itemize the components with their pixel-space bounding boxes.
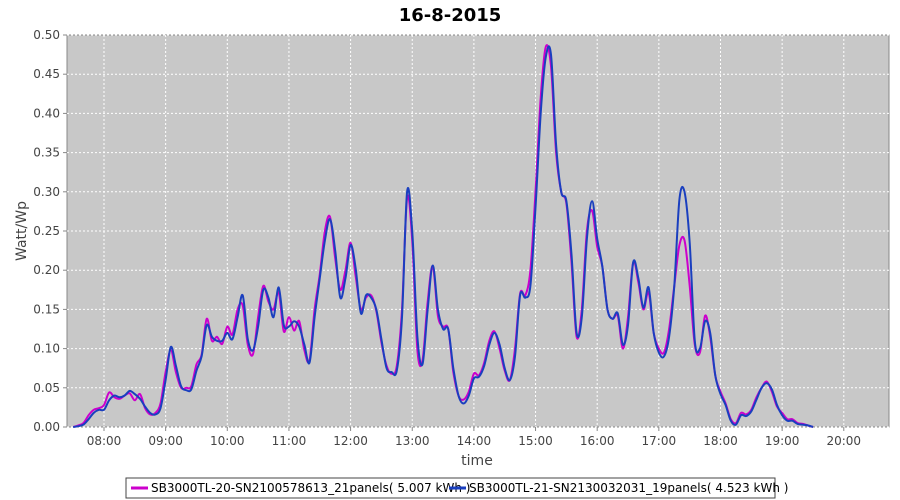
y-tick-label: 0.35 — [33, 146, 60, 160]
y-tick-label: 0.15 — [33, 302, 60, 316]
y-tick-label: 0.25 — [33, 224, 60, 238]
y-tick-label: 0.40 — [33, 106, 60, 120]
x-tick-label: 17:00 — [642, 434, 677, 448]
y-tick-label: 0.30 — [33, 185, 60, 199]
x-tick-label: 13:00 — [395, 434, 430, 448]
x-tick-label: 20:00 — [826, 434, 861, 448]
x-axis: 08:00 09:00 10:00 11:00 12:00 13:00 14:00 15:00… — [87, 427, 861, 448]
y-axis-label: Watt/Wp — [14, 201, 30, 261]
x-tick-label: 14:00 — [457, 434, 492, 448]
y-tick-label: 0.05 — [33, 381, 60, 395]
x-tick-label: 15:00 — [518, 434, 553, 448]
x-tick-label: 16:00 — [580, 434, 615, 448]
y-tick-label: 0.10 — [33, 342, 60, 356]
x-tick-label: 19:00 — [765, 434, 800, 448]
x-tick-label: 09:00 — [148, 434, 183, 448]
legend-label: SB3000TL-20-SN2100578613_21panels( 5.007… — [151, 481, 470, 495]
x-tick-label: 11:00 — [272, 434, 307, 448]
x-tick-label: 18:00 — [703, 434, 738, 448]
x-tick-label: 08:00 — [87, 434, 122, 448]
y-axis: 0.00 0.05 0.10 0.15 0.20 0.25 0.30 0.35 0.40 0.45… — [33, 28, 67, 434]
x-tick-label: 12:00 — [333, 434, 368, 448]
series-line-1 — [73, 45, 814, 428]
y-tick-label: 0.45 — [33, 67, 60, 81]
x-axis-label: time — [461, 453, 493, 469]
plot-area — [66, 34, 890, 428]
legend: SB3000TL-20-SN2100578613_21panels( 5.007… — [125, 477, 788, 499]
y-tick-label: 0.00 — [33, 420, 60, 434]
y-tick-label: 0.20 — [33, 263, 60, 277]
chart-title: 16-8-2015 — [399, 5, 502, 26]
series-lines — [72, 44, 814, 428]
x-tick-label: 10:00 — [210, 434, 245, 448]
y-tick-label: 0.50 — [33, 28, 60, 42]
legend-label: SB3000TL-21-SN2130032031_19panels( 4.523… — [469, 481, 788, 495]
